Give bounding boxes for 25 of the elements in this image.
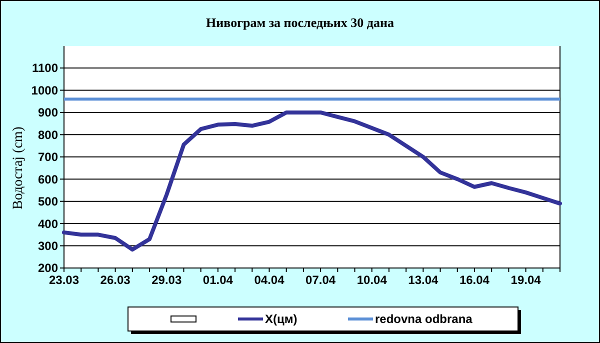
x-tick-label: 23.03 [48,273,80,287]
x-tick-label: 01.04 [202,273,234,287]
chart-title: Нивограм за последњих 30 дана [206,15,394,30]
x-tick-label: 19.04 [510,273,542,287]
y-tick-label: 400 [38,216,58,231]
y-tick-label: 500 [38,194,58,209]
x-tick-label: 13.04 [408,273,439,287]
x-tick-label: 29.03 [152,273,182,287]
y-tick-label: 700 [38,150,58,164]
x-tick-label: 04.04 [254,273,285,287]
y-tick-label: 900 [38,106,58,120]
y-tick-label: 1000 [31,83,58,98]
y-tick-label: 200 [38,261,58,276]
y-tick-label: 600 [38,172,58,186]
y-tick-label: 800 [38,128,58,142]
line-series [62,110,562,252]
x-tick-label: 16.04 [459,273,490,287]
x-tick-label: 26.03 [100,273,131,287]
x-tick-label: 07.04 [306,273,336,287]
legend-label: redovna odbrana [375,312,473,326]
legend-label: X(цм) [265,312,298,326]
x-tick-label: 10.04 [356,273,388,287]
y-tick-label: 300 [38,238,58,253]
y-axis-title: Водостај (cm) [11,126,26,210]
y-tick-label: 1100 [32,61,58,76]
